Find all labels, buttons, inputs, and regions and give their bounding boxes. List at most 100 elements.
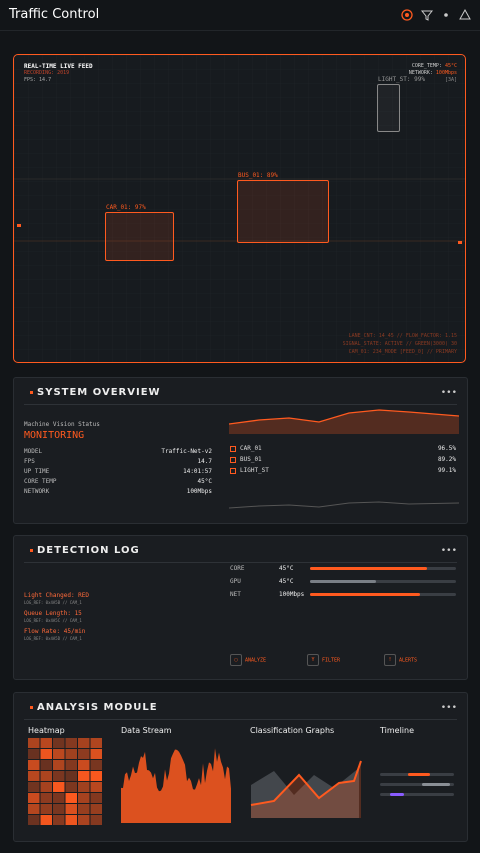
- footer-line: SIGNAL_STATE: ACTIVE // GREEN(3000) 30: [342, 341, 457, 347]
- button-label: ANALYZE: [245, 657, 267, 664]
- meter-track: [310, 567, 456, 570]
- button-icon: ▢: [230, 654, 242, 666]
- detection-score: 96.5%: [437, 445, 456, 452]
- log-ref: LOG_REF: 0x4A5C // CAM_1: [24, 618, 82, 623]
- heat-cell: [53, 771, 65, 781]
- heat-cell: [40, 749, 52, 759]
- stat-label: CORE TEMP: [24, 478, 57, 485]
- heat-cell: [40, 771, 52, 781]
- log-ref: LOG_REF: 0x4A5D // CAM_1: [24, 636, 82, 641]
- meter-label: NET: [230, 591, 241, 598]
- timeline-event: [390, 793, 404, 796]
- detection-label: CAR_01: 97%: [106, 204, 146, 211]
- heat-cell: [65, 771, 77, 781]
- heat-cell: [40, 793, 52, 803]
- heat-cell: [40, 738, 52, 748]
- detection-log-panel: DETECTION LOG ••• Light Changed: RED LOG_…: [13, 535, 468, 680]
- stat-value: 45°C: [197, 478, 212, 485]
- heat-cell: [78, 760, 90, 770]
- meter-value: 45°C: [279, 578, 294, 585]
- heat-cell: [90, 760, 102, 770]
- stat-label: MODEL: [24, 448, 43, 455]
- section-title: Heatmap: [28, 726, 65, 735]
- overview-area-chart: [229, 409, 459, 434]
- heat-cell: [28, 815, 40, 825]
- menu-button[interactable]: •••: [440, 546, 457, 556]
- feed-status: RECORDING: 2019: [24, 70, 70, 76]
- footer-line: CAM_01: 234_MODE [FEED_0] // PRIMARY: [348, 349, 457, 355]
- section-title: Timeline: [380, 726, 415, 735]
- heat-cell: [65, 793, 77, 803]
- meter-label: CORE: [230, 565, 245, 572]
- meter-value: 45°C: [279, 565, 294, 572]
- target-icon[interactable]: [401, 9, 413, 21]
- log-event: Queue Length: 15: [24, 610, 82, 617]
- heat-cell: [53, 793, 65, 803]
- heat-cell: [28, 771, 40, 781]
- heat-cell: [78, 738, 90, 748]
- meter-track: [310, 593, 456, 596]
- heat-cell: [65, 760, 77, 770]
- analysis-module-panel: ANALYSIS MODULE ••• Heatmap Data Stream …: [13, 692, 468, 842]
- menu-button[interactable]: •••: [440, 388, 457, 398]
- heat-cell: [53, 760, 65, 770]
- toolbar-button[interactable]: ! ALERTS: [384, 654, 417, 666]
- label: CORE_TEMP:: [411, 63, 442, 69]
- log-ref: LOG_REF: 0x4A5B // CAM_1: [24, 600, 82, 605]
- detection-box[interactable]: LIGHT_ST: 99%: [377, 76, 425, 132]
- heat-cell: [90, 782, 102, 792]
- heat-cell: [28, 782, 40, 792]
- stat-label: FPS: [24, 458, 35, 465]
- detection-label: LIGHT_ST: 99%: [378, 76, 425, 83]
- heat-cell: [90, 749, 102, 759]
- heat-cell: [65, 749, 77, 759]
- meter-fill: [310, 580, 376, 583]
- meter-value: 100Mbps: [279, 591, 305, 598]
- panel-title: SYSTEM OVERVIEW: [30, 387, 161, 398]
- class-area: [251, 768, 359, 818]
- toolbar-button[interactable]: Y FILTER: [307, 654, 340, 666]
- detection-label: BUS_01: 89%: [238, 172, 278, 179]
- heat-cell: [65, 804, 77, 814]
- heat-cell: [90, 793, 102, 803]
- heat-cell: [78, 771, 90, 781]
- meter-fill: [310, 567, 427, 570]
- button-label: ALERTS: [399, 657, 418, 664]
- filter-icon[interactable]: [420, 10, 434, 21]
- feed-cam: [3A]: [444, 77, 457, 83]
- feed-footer: LANE_CNT: 14_45 // FLOW_FACTOR: 1.15 SIGN…: [343, 332, 457, 356]
- label: NETWORK:: [408, 70, 433, 76]
- overview-sparkline: [229, 501, 459, 509]
- heat-cell: [28, 749, 40, 759]
- heat-cell: [65, 815, 77, 825]
- heat-cell: [90, 804, 102, 814]
- data-stream: [121, 748, 231, 823]
- header-divider: [0, 30, 480, 31]
- footer-line: LANE_CNT: 14_45 // FLOW_FACTOR: 1.15: [348, 333, 457, 339]
- meter-label: GPU: [230, 578, 241, 585]
- detection-name: CAR_01: [240, 445, 262, 452]
- button-icon: Y: [307, 654, 319, 666]
- dot-icon[interactable]: [444, 13, 448, 17]
- heat-cell: [40, 815, 52, 825]
- heat-cell: [65, 738, 77, 748]
- menu-button[interactable]: •••: [440, 703, 457, 713]
- stat-label: UP TIME: [24, 468, 50, 475]
- heat-cell: [28, 738, 40, 748]
- button-label: FILTER: [322, 657, 341, 664]
- heat-cell: [65, 782, 77, 792]
- detection-score: 89.2%: [437, 456, 456, 463]
- toolbar-button[interactable]: ▢ ANALYZE: [230, 654, 266, 666]
- detection-box[interactable]: CAR_01: 97%: [105, 204, 174, 261]
- timeline-event: [422, 783, 450, 786]
- heat-cell: [78, 782, 90, 792]
- feed-grid: [14, 55, 465, 362]
- stat-label: NETWORK: [24, 488, 50, 495]
- analysis-visuals: [28, 738, 454, 825]
- detection-box[interactable]: BUS_01: 89%: [237, 172, 329, 243]
- timeline-event: [408, 773, 430, 776]
- detection-score: 99.1%: [437, 467, 456, 474]
- alert-icon[interactable]: [459, 8, 471, 20]
- meter-track: [310, 580, 456, 583]
